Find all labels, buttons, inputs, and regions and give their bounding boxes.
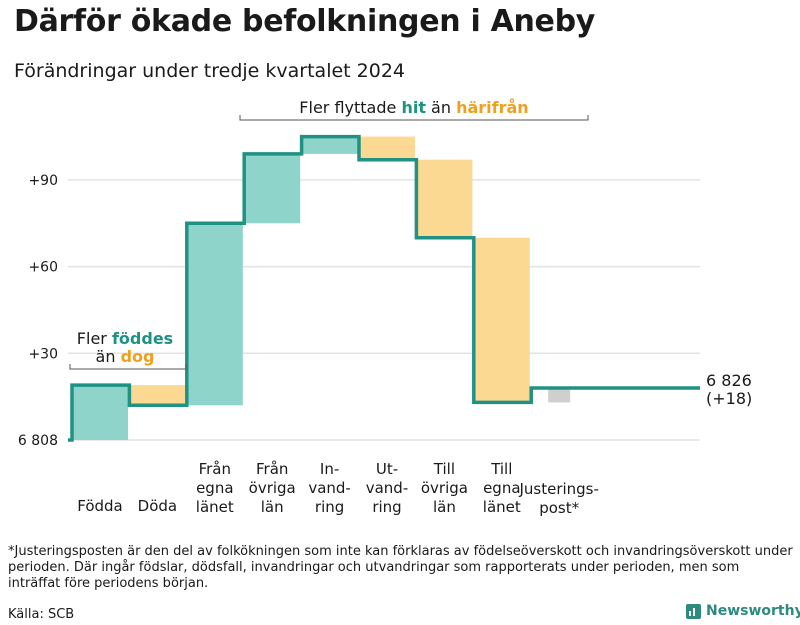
- x-tick-label: länet: [196, 498, 234, 516]
- x-tick-label: ring: [372, 498, 401, 516]
- bar-justeringspost: [548, 387, 571, 403]
- source-label: Källa: SCB: [8, 607, 75, 622]
- y-tick-label: +30: [28, 346, 58, 362]
- x-tick-label: vand-: [366, 479, 409, 497]
- cumulative-step-line: [68, 134, 700, 442]
- bar-invandring: [301, 136, 358, 154]
- y-tick-label: +90: [28, 173, 58, 189]
- end-change-label: (+18): [706, 389, 752, 408]
- x-tick-label: Justerings-: [518, 480, 598, 498]
- end-value-label: 6 826: [706, 371, 752, 390]
- x-tick-label: län: [433, 498, 456, 516]
- bar-frånegnalänet: [186, 223, 243, 406]
- chart-subtitle: Förändringar under tredje kvartalet 2024: [14, 60, 406, 82]
- brand-logo: Newsworthy: [686, 603, 800, 619]
- x-tick-label: övriga: [249, 479, 296, 497]
- annotation-births-line1: Fler föddes: [77, 329, 173, 348]
- x-tick-label: post*: [539, 499, 579, 517]
- x-tick-label: övriga: [421, 479, 468, 497]
- y-tick-label: +60: [28, 260, 58, 276]
- bar-frånövrigalän: [244, 153, 301, 224]
- x-tick-label: In-: [320, 460, 339, 478]
- bar-födda: [72, 385, 128, 440]
- x-tick-label: Från: [199, 460, 231, 478]
- bar-döda: [129, 385, 186, 406]
- x-tick-label: Till: [490, 460, 512, 478]
- x-tick-label: Till: [433, 460, 455, 478]
- x-tick-label: Döda: [138, 497, 177, 515]
- x-tick-label: län: [261, 498, 284, 516]
- x-tick-label: Ut-: [376, 460, 398, 478]
- x-tick-label: vand-: [308, 479, 351, 497]
- annotation-migration: Fler flyttade hit än härifrån: [299, 98, 528, 117]
- bar-chart-icon: [686, 603, 701, 619]
- x-tick-label: egna: [483, 479, 520, 497]
- bar-tillegnalänet: [473, 237, 530, 403]
- x-tick-label: egna: [196, 479, 233, 497]
- annotation-births-line2: än dog: [96, 347, 155, 366]
- bar-tillövrigalän: [416, 159, 473, 238]
- x-tick-label: Från: [256, 460, 288, 478]
- bar-utvandring: [359, 136, 415, 160]
- x-tick-label: Födda: [77, 497, 123, 515]
- annotation-births-bracket: [69, 364, 187, 370]
- chart-title: Därför ökade befolkningen i Aneby: [14, 4, 596, 39]
- x-tick-label: ring: [315, 498, 344, 516]
- annotation-migration-bracket: [239, 115, 589, 121]
- brand-name: Newsworthy: [706, 603, 800, 619]
- x-tick-label: länet: [483, 498, 521, 516]
- footnote: *Justeringsposten är den del av folkökni…: [8, 544, 793, 591]
- y-start-label: 6 808: [18, 433, 58, 449]
